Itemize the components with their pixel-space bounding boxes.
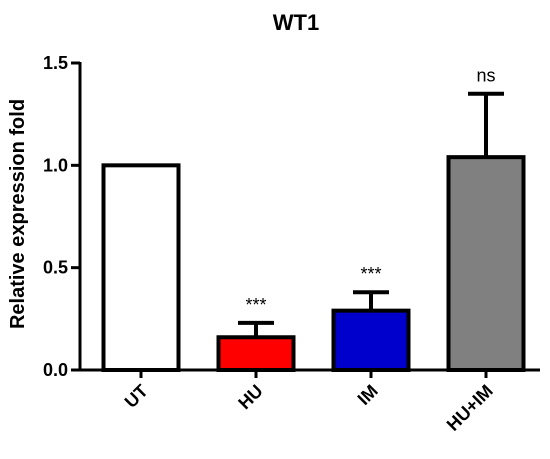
bar-ut	[101, 163, 181, 372]
x-tick-label-hu: HU	[234, 381, 267, 414]
x-tick-label-hu-im: HU+IM	[443, 381, 497, 435]
chart-title: WT1	[273, 10, 319, 35]
x-tick-label-im: IM	[354, 381, 382, 409]
y-tick-label-0-0: 0.0	[43, 360, 68, 380]
y-tick-label-1-5: 1.5	[43, 53, 68, 73]
bar-im	[331, 308, 411, 372]
bars-layer: *** *** ns	[101, 66, 526, 372]
bar-hu-im	[446, 155, 526, 372]
x-tick-label-ut: UT	[121, 381, 152, 412]
bar-hu	[216, 335, 296, 372]
y-tick-label-0-5: 0.5	[43, 258, 68, 278]
significance-label-im: ***	[360, 264, 381, 284]
y-tick-label-1-0: 1.0	[43, 155, 68, 175]
y-axis-label: Relative expression fold	[7, 99, 29, 329]
significance-label-hu: ***	[245, 295, 266, 315]
significance-label-hu-im: ns	[476, 66, 495, 86]
